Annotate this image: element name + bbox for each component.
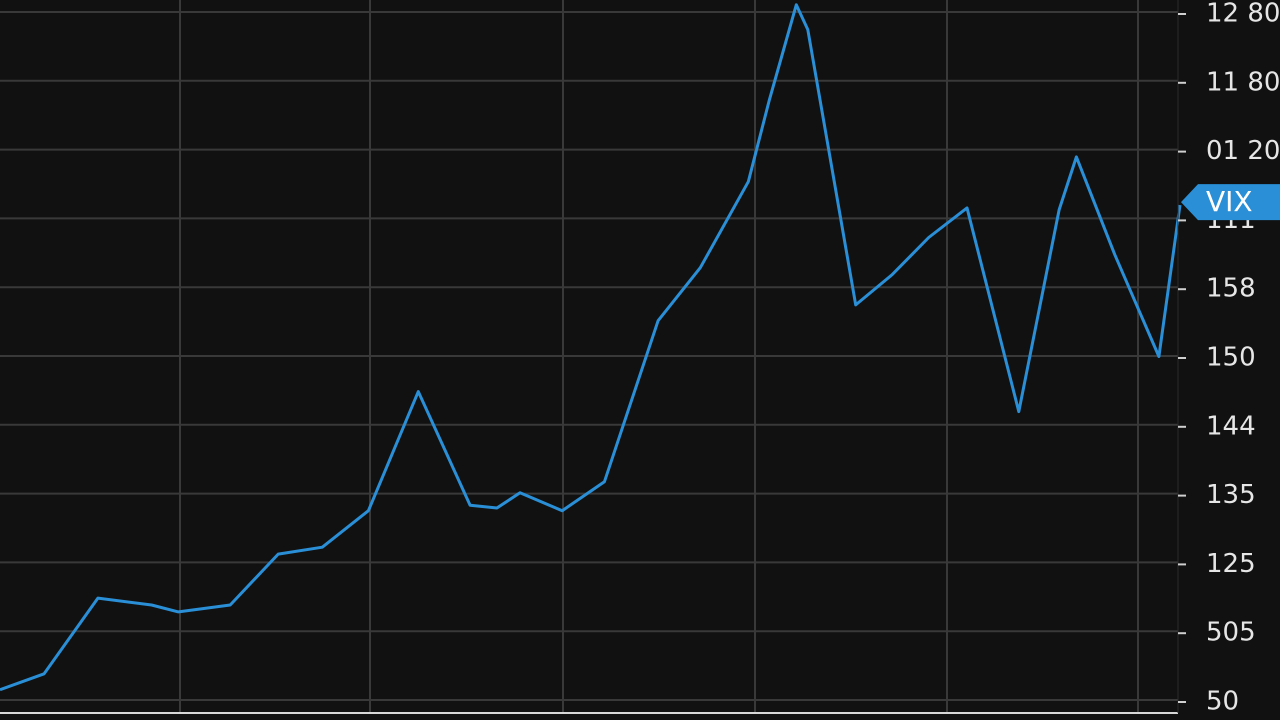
y-tick-label: 144 <box>1206 411 1256 441</box>
y-tick-label: 01 20 <box>1206 136 1280 166</box>
legend-label: VIX <box>1206 185 1253 218</box>
y-tick-label: 125 <box>1206 549 1256 579</box>
y-tick-label: 505 <box>1206 618 1256 648</box>
y-tick-label: 12 80 <box>1206 0 1280 29</box>
legend-tag <box>1181 184 1280 221</box>
y-tick-label: 50 <box>1206 687 1239 717</box>
plot <box>0 3 1182 692</box>
y-tick-label: 135 <box>1206 480 1256 510</box>
y-tick-label: 11 80 <box>1206 67 1280 97</box>
grid <box>0 0 1178 713</box>
y-tick-label: 150 <box>1206 343 1256 373</box>
y-tick-label: 158 <box>1206 274 1256 304</box>
line <box>0 3 1182 692</box>
